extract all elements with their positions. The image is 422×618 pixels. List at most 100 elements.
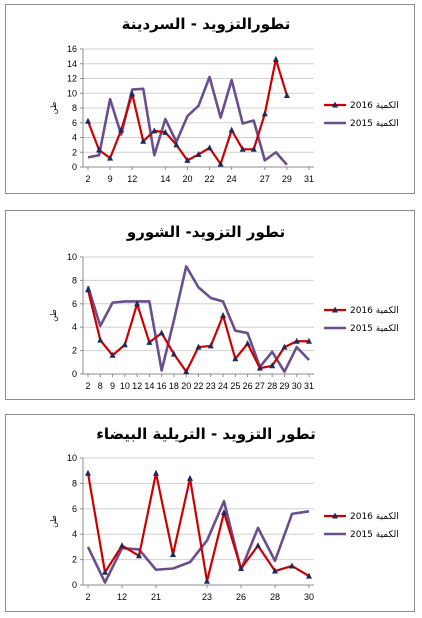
x-tick-label: 27 bbox=[255, 381, 265, 391]
data-point-2016 bbox=[102, 568, 108, 575]
y-tick-label: 16 bbox=[67, 44, 77, 54]
y-tick-label: 2 bbox=[72, 147, 77, 157]
data-point-2016 bbox=[184, 156, 191, 163]
y-tick-label: 10 bbox=[67, 453, 77, 463]
x-tick-label: 20 bbox=[182, 174, 192, 184]
y-axis-label: طن bbox=[49, 102, 58, 114]
x-tick-label: 28 bbox=[270, 592, 280, 602]
legend-label-2016: 2016 الكمية bbox=[350, 101, 399, 111]
legend-label-2015: 2015 الكمية bbox=[350, 530, 399, 540]
x-tick-label: 9 bbox=[110, 381, 115, 391]
data-point-2016 bbox=[204, 577, 210, 584]
x-tick-label: 20 bbox=[181, 381, 191, 391]
x-tick-label: 27 bbox=[260, 174, 270, 184]
legend-marker-2016 bbox=[332, 101, 338, 108]
y-tick-label: 10 bbox=[67, 88, 77, 98]
x-tick-label: 18 bbox=[169, 381, 179, 391]
y-tick-label: 4 bbox=[72, 133, 77, 143]
data-point-2016 bbox=[195, 343, 202, 350]
chart-title: تطور التزويد- الشورو bbox=[126, 223, 285, 241]
data-point-2016 bbox=[85, 469, 91, 476]
data-point-2016 bbox=[162, 128, 169, 135]
data-point-2016 bbox=[220, 312, 227, 318]
data-point-2016 bbox=[250, 145, 257, 152]
data-point-2016 bbox=[255, 542, 261, 549]
y-tick-label: 0 bbox=[72, 369, 77, 379]
data-point-2016 bbox=[121, 341, 128, 348]
data-point-2016 bbox=[118, 126, 125, 133]
x-tick-label: 16 bbox=[157, 381, 167, 391]
series-line-2016 bbox=[86, 472, 310, 583]
data-point-2016 bbox=[170, 350, 177, 357]
chart-panel-white-trevally: تطور التزويد - التريلية البيضاء 0 2 4 6 8 10 طن… bbox=[5, 414, 415, 612]
data-point-2016 bbox=[109, 351, 116, 358]
data-point-2016 bbox=[134, 300, 141, 307]
y-tick-label: 6 bbox=[72, 118, 77, 128]
data-point-2016 bbox=[146, 338, 153, 345]
x-tick-label: 23 bbox=[206, 381, 216, 391]
y-tick-label: 2 bbox=[72, 555, 77, 565]
x-tick-label: 30 bbox=[292, 381, 302, 391]
data-point-2016 bbox=[217, 160, 224, 167]
series-line-2015 bbox=[86, 265, 310, 373]
data-point-2016 bbox=[96, 146, 103, 153]
chart-title: تطور التزويد - التريلية البيضاء bbox=[96, 425, 316, 443]
x-tick-label: 9 bbox=[108, 174, 113, 184]
y-tick-label: 8 bbox=[72, 103, 77, 113]
x-tick-label: 31 bbox=[304, 174, 314, 184]
data-point-2016 bbox=[238, 564, 244, 571]
data-point-2016 bbox=[306, 337, 312, 344]
chart-panel-shoro: تطور التزويد- الشورو 0 2 4 6 8 10 طن 2 8 9 10 12 14 16… bbox=[5, 210, 415, 400]
legend-marker-2016 bbox=[332, 512, 338, 519]
x-tick-label: 8 bbox=[98, 381, 103, 391]
x-tick-label: 2 bbox=[85, 174, 90, 184]
x-tick-label: 14 bbox=[160, 174, 170, 184]
x-tick-label: 22 bbox=[193, 381, 203, 391]
y-tick-label: 0 bbox=[72, 162, 77, 172]
y-tick-label: 4 bbox=[72, 529, 77, 539]
x-tick-label: 29 bbox=[282, 174, 292, 184]
data-point-2016 bbox=[244, 340, 251, 347]
data-point-2016 bbox=[232, 355, 239, 362]
x-tick-label: 2 bbox=[85, 592, 90, 602]
x-tick-label: 12 bbox=[132, 381, 142, 391]
y-tick-label: 12 bbox=[67, 74, 77, 84]
x-tick-label: 2 bbox=[85, 381, 90, 391]
x-tick-label: 10 bbox=[120, 381, 130, 391]
data-point-2016 bbox=[85, 117, 91, 124]
data-point-2016 bbox=[136, 552, 142, 559]
legend-label-2016: 2016 الكمية bbox=[350, 306, 399, 316]
y-axis-label: طن bbox=[49, 309, 58, 321]
x-tick-label: 12 bbox=[127, 174, 137, 184]
data-point-2016 bbox=[228, 126, 235, 133]
data-point-2016 bbox=[269, 362, 276, 369]
x-tick-label: 24 bbox=[227, 174, 237, 184]
legend-marker-2016 bbox=[332, 306, 338, 313]
data-point-2016 bbox=[195, 150, 202, 157]
y-tick-label: 4 bbox=[72, 322, 77, 332]
y-tick-label: 6 bbox=[72, 504, 77, 514]
x-tick-label: 14 bbox=[144, 381, 154, 391]
data-point-2016 bbox=[289, 562, 295, 569]
data-point-2016 bbox=[306, 572, 312, 579]
chart-title: تطورالتزويد - السردينة bbox=[122, 15, 291, 33]
data-point-2016 bbox=[206, 144, 213, 151]
x-tick-label: 28 bbox=[267, 381, 277, 391]
x-tick-label: 12 bbox=[117, 592, 127, 602]
y-tick-label: 2 bbox=[72, 346, 77, 356]
data-point-2016 bbox=[256, 364, 263, 371]
data-point-2016 bbox=[119, 542, 125, 549]
data-point-2016 bbox=[281, 343, 288, 350]
data-point-2016 bbox=[129, 90, 136, 97]
chart-white-trevally: تطور التزويد - التريلية البيضاء0246810طن… bbox=[49, 425, 399, 602]
data-point-2016 bbox=[272, 567, 278, 574]
data-point-2016 bbox=[173, 141, 180, 148]
series-line-2015 bbox=[87, 75, 288, 166]
data-point-2016 bbox=[283, 91, 290, 98]
y-tick-label: 0 bbox=[72, 580, 77, 590]
x-tick-label: 29 bbox=[279, 381, 289, 391]
x-tick-label: 30 bbox=[304, 592, 314, 602]
data-point-2016 bbox=[107, 154, 114, 161]
x-tick-label: 31 bbox=[304, 381, 314, 391]
